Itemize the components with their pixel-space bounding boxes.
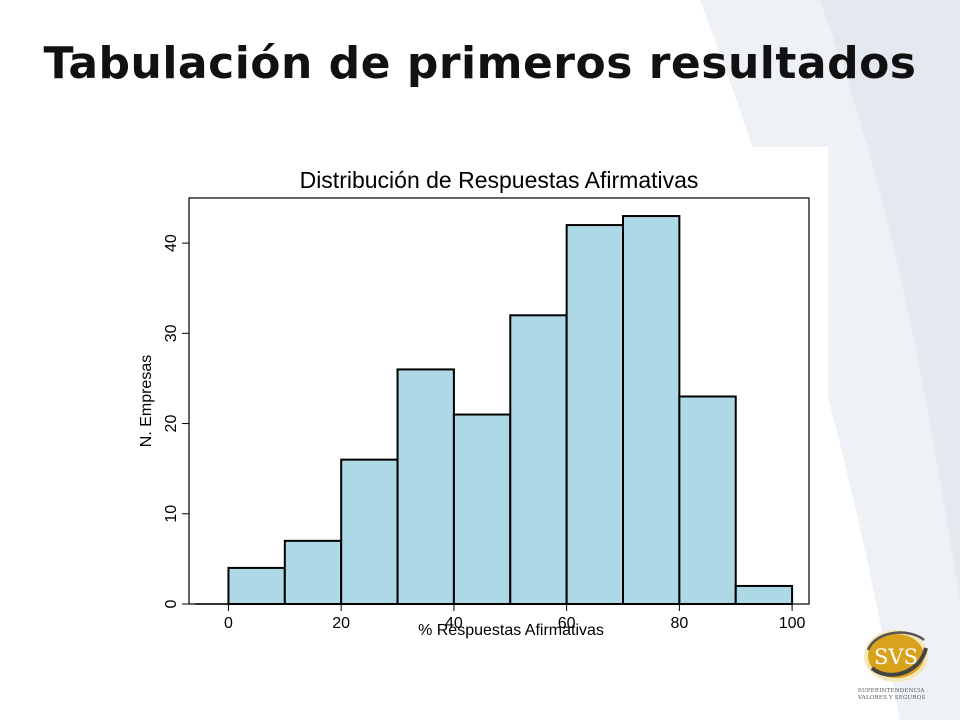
x-tick-label: 80 [670,615,688,632]
x-tick-label: 60 [558,615,576,632]
histogram-bar [678,395,737,605]
histogram-bar [565,224,624,605]
y-axis-label: N. Empresas [138,355,155,447]
logo-line-2: VALORES Y SEGUROS [858,695,926,701]
y-axis: 0 10 20 30 40 [163,234,189,608]
x-tick-label: 100 [779,615,806,632]
slide-title: Tabulación de primeros resultados [43,38,917,89]
x-axis-label: % Respuestas Afirmativas [418,622,604,639]
histogram-bar [283,539,343,606]
logo-text: SUPERINTENDENCIA VALORES Y SEGUROS [858,688,938,702]
svs-logo: SVS [864,630,928,682]
histogram-bar [452,413,512,605]
histogram-bar [340,458,399,605]
histogram-chart: Distribución de Respuestas Afirmativas 0… [116,147,828,663]
bars-group [195,215,794,606]
x-tick-label: 20 [332,615,350,632]
y-tick-label: 0 [163,599,180,608]
x-tick-label: 40 [445,615,463,632]
y-tick-label: 30 [163,324,180,342]
chart-title: Distribución de Respuestas Afirmativas [300,167,699,193]
histogram-bar [622,215,681,606]
y-tick-label: 20 [163,415,180,433]
x-axis: 0 20 40 60 80 100 [224,604,806,632]
histogram-bar [509,314,568,606]
histogram-svg: Distribución de Respuestas Afirmativas 0… [138,167,810,639]
x-tick-label: 0 [224,615,233,632]
histogram-bar [734,584,794,606]
logo-mark: SVS [874,645,918,669]
logo-line-1: SUPERINTENDENCIA [858,688,925,694]
y-tick-label: 40 [163,234,180,252]
histogram-bar [396,368,455,605]
y-tick-label: 10 [163,505,180,523]
histogram-bar [227,566,286,605]
